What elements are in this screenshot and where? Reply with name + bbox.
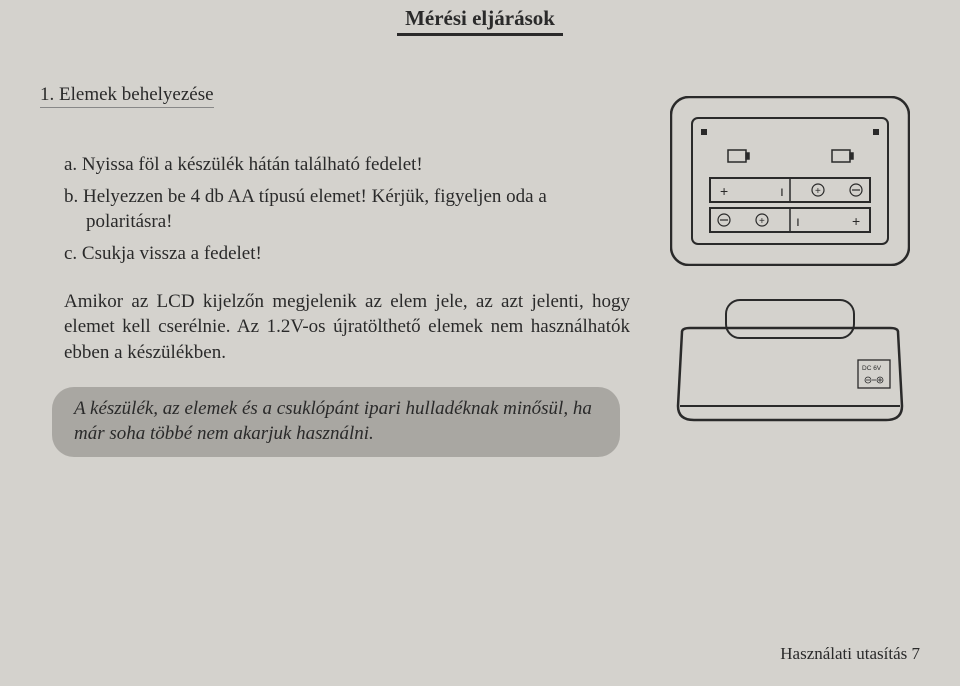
battery-compartment-diagram: + ı + + ı + <box>670 96 910 266</box>
page-footer: Használati utasítás 7 <box>780 644 920 664</box>
device-side-diagram: DC 6V <box>670 288 910 438</box>
paragraph: Amikor az LCD kijelzőn megjelenik az ele… <box>40 289 630 366</box>
section-title: 1. Elemek behelyezése <box>40 84 214 108</box>
svg-text:ı: ı <box>780 183 784 199</box>
svg-text:+: + <box>815 186 821 197</box>
list-item-b: b. Helyezzen be 4 db AA típusú elemet! K… <box>40 184 630 235</box>
callout-box: A készülék, az elemek és a csuklópánt ip… <box>52 387 620 456</box>
svg-text:+: + <box>720 183 728 199</box>
header-title: Mérési eljárások <box>397 6 563 36</box>
footer-page: 7 <box>912 644 921 663</box>
svg-text:+: + <box>852 213 860 229</box>
right-column: + ı + + ı + DC 6V <box>660 84 920 457</box>
svg-text:+: + <box>759 216 765 227</box>
page-header: Mérési eljárások <box>0 0 960 36</box>
left-column: 1. Elemek behelyezése a. Nyissa föl a ké… <box>40 84 660 457</box>
svg-text:ı: ı <box>796 213 800 229</box>
list-item-c: c. Csukja vissza a fedelet! <box>40 241 630 267</box>
svg-text:DC 6V: DC 6V <box>862 365 882 372</box>
content-area: 1. Elemek behelyezése a. Nyissa föl a ké… <box>0 36 960 457</box>
footer-label: Használati utasítás <box>780 644 907 663</box>
list-item-a: a. Nyissa föl a készülék hátán található… <box>40 152 630 178</box>
